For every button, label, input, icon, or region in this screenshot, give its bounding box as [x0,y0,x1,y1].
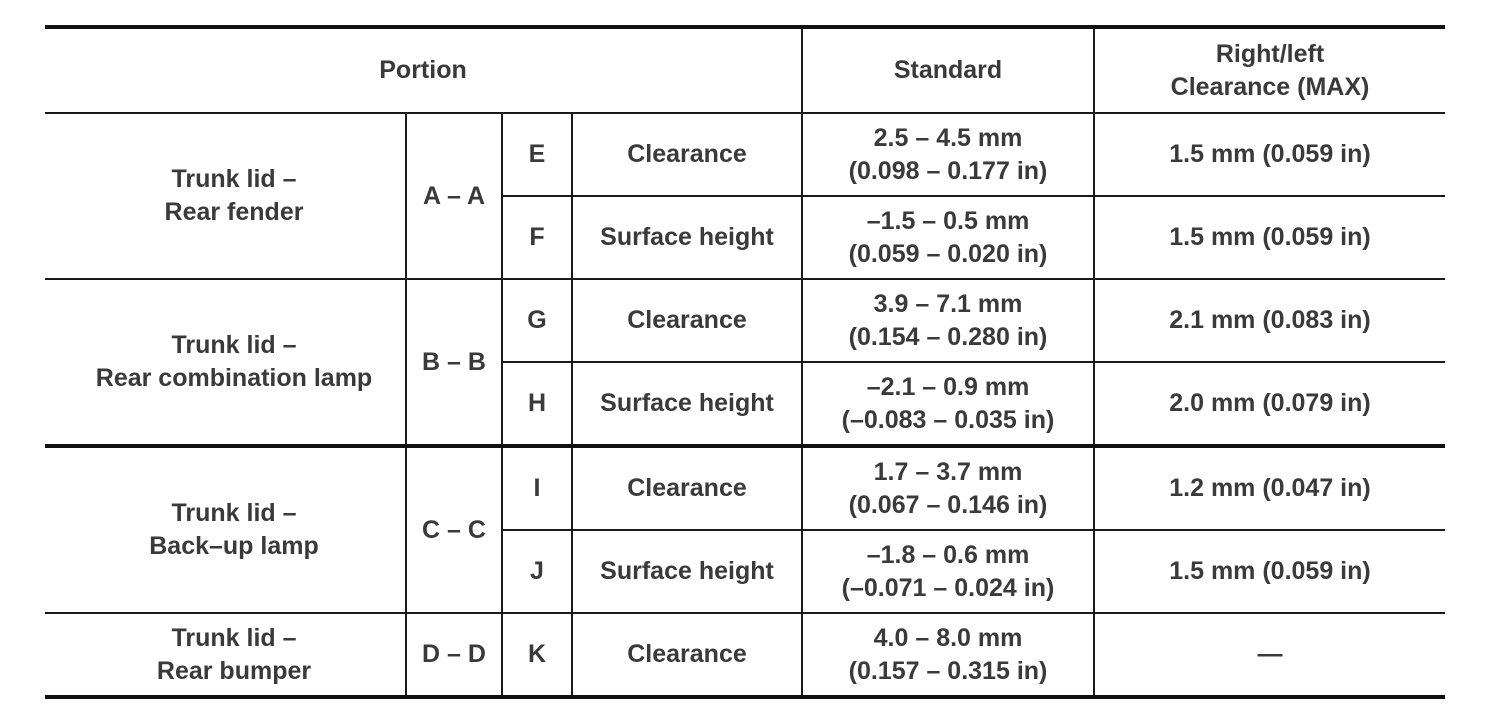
standard-in: (0.157 – 0.315 in) [848,656,1048,685]
standard-in: (0.098 – 0.177 in) [848,156,1048,185]
standard-value: 2.5 – 4.5 mm (0.098 – 0.177 in) [801,112,1095,197]
item-id: E [501,112,573,197]
standard-mm: –2.1 – 0.9 mm [866,372,1030,401]
item-type: Clearance [571,278,803,363]
table-row: H Surface height –2.1 – 0.9 mm (–0.083 –… [45,361,1445,447]
standard-in: (–0.071 – 0.024 in) [841,573,1055,602]
section-label: B – B [405,278,503,447]
header-standard: Standard [801,25,1095,114]
table-row: Trunk lid – Rear combination lamp B – B … [45,278,1445,447]
portion-name-line2: Rear fender [164,198,304,226]
item-type: Surface height [571,361,803,447]
item-type: Clearance [571,112,803,197]
section-label: C – C [405,444,503,614]
standard-value: –2.1 – 0.9 mm (–0.083 – 0.035 in) [801,361,1095,447]
item-id: I [501,444,573,531]
table-row: J Surface height –1.8 – 0.6 mm (–0.071 –… [45,529,1445,614]
portion-name-line1: Trunk lid – [171,331,297,359]
item-id: H [502,361,573,447]
item-type: Clearance [571,444,803,531]
standard-value: –1.5 – 0.5 mm (0.059 – 0.020 in) [801,195,1095,280]
item-id: K [501,612,573,699]
section-label: D – D [405,612,503,699]
portion-name-line1: Trunk lid – [171,623,297,652]
standard-in: (0.067 – 0.146 in) [848,490,1048,519]
portion-name-line2: Back–up lamp [149,532,319,560]
table-row: Trunk lid – Back–up lamp C – C I Clearan… [45,444,1445,614]
header-max-clearance: Right/left Clearance (MAX) [1093,25,1445,114]
portion-name: Trunk lid – Rear fender [45,112,407,280]
item-type: Clearance [571,612,803,699]
item-id: J [502,529,573,614]
standard-in: (–0.083 – 0.035 in) [841,405,1055,434]
standard-value: 4.0 – 8.0 mm (0.157 – 0.315 in) [801,612,1095,699]
standard-value: 3.9 – 7.1 mm (0.154 – 0.280 in) [801,278,1095,363]
standard-mm: –1.5 – 0.5 mm [866,206,1030,235]
header-max-line2: Clearance (MAX) [1170,72,1370,101]
portion-name-line1: Trunk lid – [171,165,297,193]
portion-name-line2: Rear combination lamp [95,364,373,392]
portion-name: Trunk lid – Back–up lamp [45,444,407,614]
standard-mm: 3.9 – 7.1 mm [873,289,1023,318]
standard-mm: 4.0 – 8.0 mm [873,623,1023,652]
portion-name-line1: Trunk lid – [171,499,297,527]
max-clearance-value: 2.0 mm (0.079 in) [1093,361,1445,447]
header-portion: Portion [45,25,803,114]
standard-mm: 1.7 – 3.7 mm [873,457,1023,486]
standard-in: (0.059 – 0.020 in) [848,239,1048,268]
table-row: F Surface height –1.5 – 0.5 mm (0.059 – … [45,195,1445,280]
clearance-spec-table: Portion Standard Right/left Clearance (M… [45,25,1445,699]
standard-mm: 2.5 – 4.5 mm [873,123,1023,152]
item-id: F [502,195,573,280]
max-clearance-value: 2.1 mm (0.083 in) [1093,278,1445,363]
table-row: Trunk lid – Rear fender A – A E Clearanc… [45,112,1445,280]
standard-value: –1.8 – 0.6 mm (–0.071 – 0.024 in) [801,529,1095,614]
item-type: Surface height [571,529,803,614]
standard-mm: –1.8 – 0.6 mm [866,540,1030,569]
max-clearance-value: — [1093,612,1445,699]
max-clearance-value: 1.2 mm (0.047 in) [1093,444,1445,531]
max-clearance-value: 1.5 mm (0.059 in) [1093,112,1445,197]
max-clearance-value: 1.5 mm (0.059 in) [1093,529,1445,614]
item-id: G [501,278,573,363]
table-header-row: Portion Standard Right/left Clearance (M… [45,25,1445,114]
table-row: Trunk lid – Rear bumper D – D K Clearanc… [45,612,1445,699]
portion-name: Trunk lid – Rear combination lamp [45,278,407,447]
max-clearance-value: 1.5 mm (0.059 in) [1093,195,1445,280]
portion-name: Trunk lid – Rear bumper [45,612,407,699]
standard-value: 1.7 – 3.7 mm (0.067 – 0.146 in) [801,444,1095,531]
header-max-line1: Right/left [1215,39,1325,68]
item-type: Surface height [571,195,803,280]
standard-in: (0.154 – 0.280 in) [848,322,1048,351]
section-label: A – A [405,112,503,280]
portion-name-line2: Rear bumper [156,656,312,685]
